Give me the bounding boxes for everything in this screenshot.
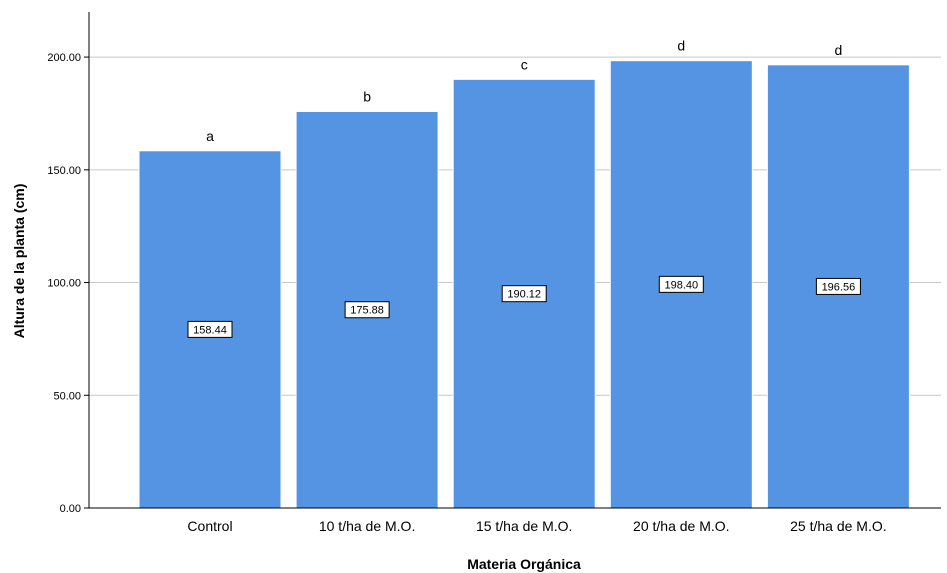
significance-letter: d xyxy=(677,38,685,54)
labels: 0.00 50.00 100.00 150.00 200.00 a 158.44 Contro… xyxy=(47,38,886,534)
y-tick-label: 50.00 xyxy=(53,390,81,402)
significance-letter: d xyxy=(835,42,843,58)
significance-letter: b xyxy=(363,88,371,104)
value-label-box xyxy=(344,301,390,319)
x-tick-label: Control xyxy=(187,518,232,534)
y-tick-label: 0.00 xyxy=(60,503,81,515)
x-axis-title: Materia Orgánica xyxy=(467,556,581,572)
value-label: 198.40 xyxy=(664,279,698,291)
x-tick-label: 25 t/ha de M.O. xyxy=(790,518,887,534)
significance-letter: c xyxy=(521,56,528,72)
y-tick-label: 100.00 xyxy=(47,278,81,290)
x-tick-label: 15 t/ha de M.O. xyxy=(476,518,573,534)
value-label-box xyxy=(501,285,547,303)
value-label-box xyxy=(658,275,704,293)
bars xyxy=(138,60,910,509)
significance-letter: a xyxy=(206,128,214,144)
value-label: 190.12 xyxy=(507,289,541,301)
value-label: 175.88 xyxy=(350,305,384,317)
value-label-box xyxy=(187,320,233,338)
y-tick-label: 150.00 xyxy=(47,165,81,177)
y-tick-label: 200.00 xyxy=(47,52,81,64)
value-label-box xyxy=(815,277,861,295)
y-axis-title: Altura de la planta (cm) xyxy=(11,184,27,339)
value-label: 158.44 xyxy=(193,324,227,336)
x-tick-label: 20 t/ha de M.O. xyxy=(633,518,730,534)
x-tick-label: 10 t/ha de M.O. xyxy=(319,518,416,534)
value-label: 196.56 xyxy=(822,281,856,293)
axes xyxy=(84,12,941,509)
